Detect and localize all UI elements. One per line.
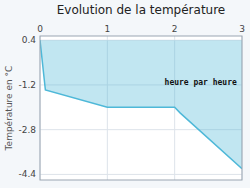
x-tick-label: 1 — [104, 24, 110, 34]
chart-container: 0.4 -1.2 -2.8 -4.4 0 1 2 3 Evolution de la tempé… — [0, 0, 250, 188]
plot-area — [40, 40, 242, 169]
y-tick-label: -4.4 — [18, 169, 36, 179]
x-tick-label: 2 — [172, 24, 178, 34]
title: Evolution de la température — [57, 3, 226, 17]
chart: 0.4 -1.2 -2.8 -4.4 0 1 2 3 Evolution de la tempé… — [0, 0, 250, 188]
y-axis-label: Température en °C — [4, 66, 14, 152]
line — [40, 40, 242, 169]
plot-background — [40, 36, 242, 180]
y-tick-label: -2.8 — [18, 125, 36, 135]
grid-line — [40, 174, 242, 175]
y-tick-label: 0.4 — [22, 35, 37, 45]
grid — [40, 36, 242, 180]
annotation: heure par heure — [165, 78, 237, 87]
x-tick-label: 3 — [239, 24, 245, 34]
x-tick-label: 0 — [37, 24, 43, 34]
y-tick-label: -1.2 — [18, 80, 36, 90]
plot-frame — [40, 36, 242, 180]
area-fill — [40, 40, 242, 169]
